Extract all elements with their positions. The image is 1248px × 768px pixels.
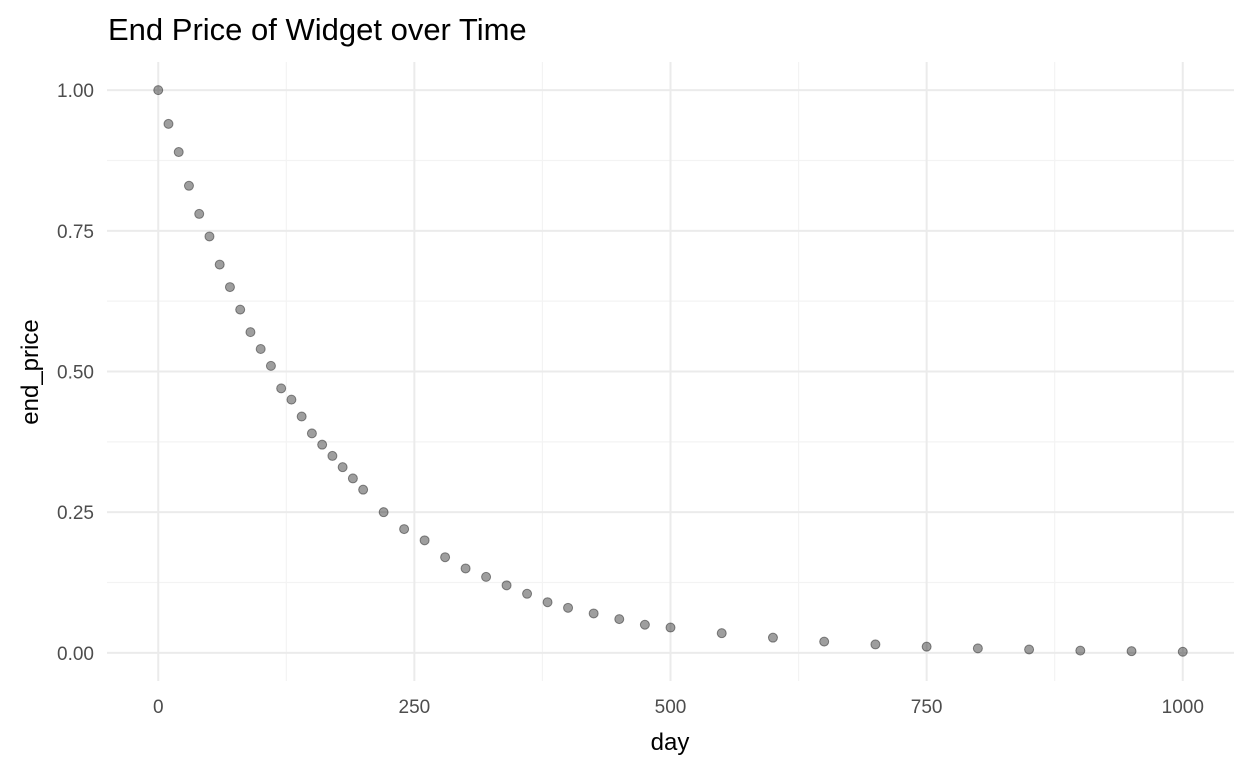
- data-point: [286, 394, 297, 405]
- x-tick-label: 750: [911, 697, 943, 718]
- y-tick-label: 0.75: [57, 222, 94, 243]
- data-point: [327, 450, 338, 461]
- data-point: [665, 622, 676, 633]
- data-point: [296, 411, 307, 422]
- data-point: [173, 147, 184, 158]
- y-tick-label: 1.00: [57, 81, 94, 102]
- data-point: [306, 428, 317, 439]
- data-point: [235, 304, 246, 315]
- data-point: [1024, 644, 1035, 655]
- data-point: [378, 507, 389, 518]
- data-point: [921, 641, 932, 652]
- data-point: [214, 259, 225, 270]
- chart-title: End Price of Widget over Time: [108, 12, 527, 47]
- x-axis-label: day: [651, 729, 690, 756]
- data-point: [1126, 646, 1137, 657]
- data-point: [481, 571, 492, 582]
- data-point: [972, 643, 983, 654]
- grid: [107, 62, 1234, 681]
- data-point: [347, 473, 358, 484]
- x-axis-ticks: 0 250 500 750 1000: [153, 697, 1204, 718]
- data-point: [1177, 646, 1188, 657]
- x-tick-label: 1000: [1162, 697, 1204, 718]
- data-point: [542, 597, 553, 608]
- data-point: [563, 602, 574, 613]
- data-point: [440, 552, 451, 563]
- x-tick-label: 250: [399, 697, 431, 718]
- data-point: [317, 439, 328, 450]
- data-point: [639, 619, 650, 630]
- data-point: [183, 180, 194, 191]
- data-point: [194, 208, 205, 219]
- data-point: [337, 462, 348, 473]
- data-point: [419, 535, 430, 546]
- data-point: [819, 636, 830, 647]
- y-axis-ticks: 0.00 0.25 0.50 0.75 1.00: [57, 81, 94, 665]
- data-point: [870, 639, 881, 650]
- data-point: [767, 632, 778, 643]
- data-point: [522, 588, 533, 599]
- y-tick-label: 0.00: [57, 644, 94, 665]
- data-point: [716, 628, 727, 639]
- data-point: [255, 343, 266, 354]
- data-point: [614, 614, 625, 625]
- y-tick-label: 0.25: [57, 503, 94, 524]
- data-point: [399, 524, 410, 535]
- x-tick-label: 0: [153, 697, 164, 718]
- data-point: [358, 484, 369, 495]
- scatter-points: [153, 85, 1188, 657]
- data-point: [224, 282, 235, 293]
- data-point: [245, 327, 256, 338]
- data-point: [204, 231, 215, 242]
- data-point: [1075, 645, 1086, 656]
- x-tick-label: 500: [655, 697, 687, 718]
- y-tick-label: 0.50: [57, 363, 94, 384]
- data-point: [265, 360, 276, 371]
- data-point: [588, 608, 599, 619]
- data-point: [501, 580, 512, 591]
- data-point: [276, 383, 287, 394]
- y-axis-label: end_price: [17, 319, 44, 424]
- data-point: [163, 118, 174, 129]
- data-point: [460, 563, 471, 574]
- data-point: [153, 85, 164, 96]
